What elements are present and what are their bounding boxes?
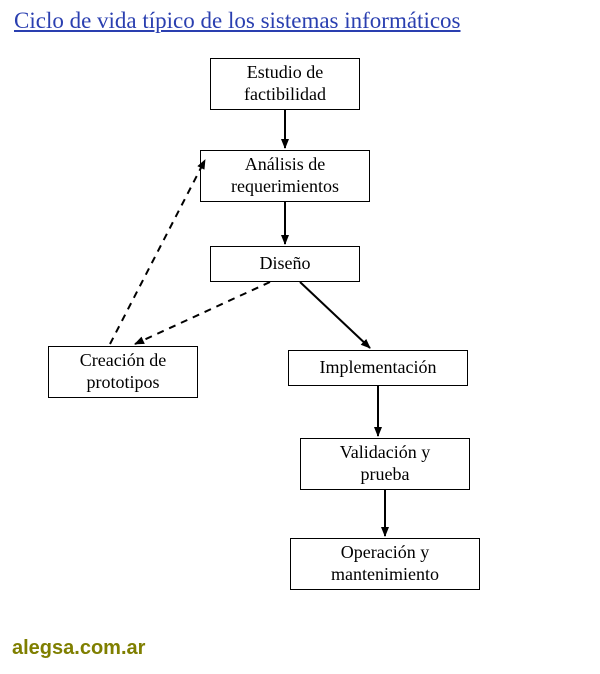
flowchart-node-prototipos: Creación deprototipos (48, 346, 198, 398)
flowchart-node-operacion: Operación ymantenimiento (290, 538, 480, 590)
flowchart-node-implementacion: Implementación (288, 350, 468, 386)
flowchart-node-estudio: Estudio defactibilidad (210, 58, 360, 110)
watermark-text: alegsa.com.ar (12, 637, 145, 660)
flowchart-node-diseno: Diseño (210, 246, 360, 282)
diagram-title: Ciclo de vida típico de los sistemas inf… (14, 8, 461, 34)
edge-diseno-implementacion (300, 282, 370, 348)
edge-diseno-prototipos (135, 282, 270, 344)
flowchart-node-validacion: Validación yprueba (300, 438, 470, 490)
edge-prototipos-analisis (110, 160, 205, 344)
flowchart-node-analisis: Análisis derequerimientos (200, 150, 370, 202)
